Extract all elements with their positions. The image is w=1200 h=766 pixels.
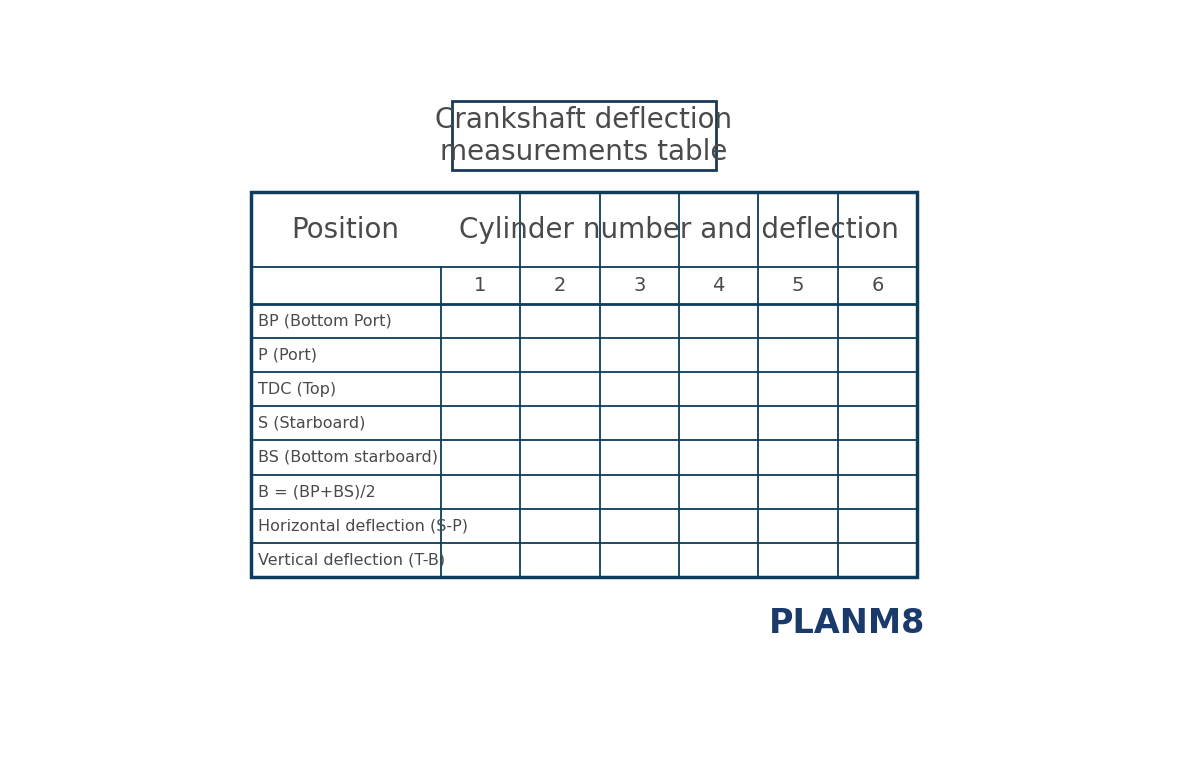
- Text: 3: 3: [634, 276, 646, 295]
- Text: B = (BP+BS)/2: B = (BP+BS)/2: [258, 484, 377, 499]
- Text: BS (Bottom starboard): BS (Bottom starboard): [258, 450, 438, 465]
- Text: PLANM8: PLANM8: [769, 607, 925, 640]
- Text: BP (Bottom Port): BP (Bottom Port): [258, 313, 392, 329]
- Text: 6: 6: [871, 276, 883, 295]
- Text: Vertical deflection (T-B): Vertical deflection (T-B): [258, 552, 445, 568]
- Text: 5: 5: [792, 276, 804, 295]
- Text: 4: 4: [713, 276, 725, 295]
- Text: Crankshaft deflection
measurements table: Crankshaft deflection measurements table: [436, 106, 732, 166]
- Text: P (Port): P (Port): [258, 348, 318, 362]
- Text: Cylinder number and deflection: Cylinder number and deflection: [460, 215, 899, 244]
- Text: S (Starboard): S (Starboard): [258, 416, 366, 430]
- Text: TDC (Top): TDC (Top): [258, 381, 337, 397]
- Bar: [452, 101, 715, 171]
- Text: 2: 2: [553, 276, 566, 295]
- Text: Position: Position: [292, 215, 400, 244]
- Bar: [251, 192, 917, 577]
- Text: Horizontal deflection (S-P): Horizontal deflection (S-P): [258, 519, 468, 533]
- Text: 1: 1: [474, 276, 487, 295]
